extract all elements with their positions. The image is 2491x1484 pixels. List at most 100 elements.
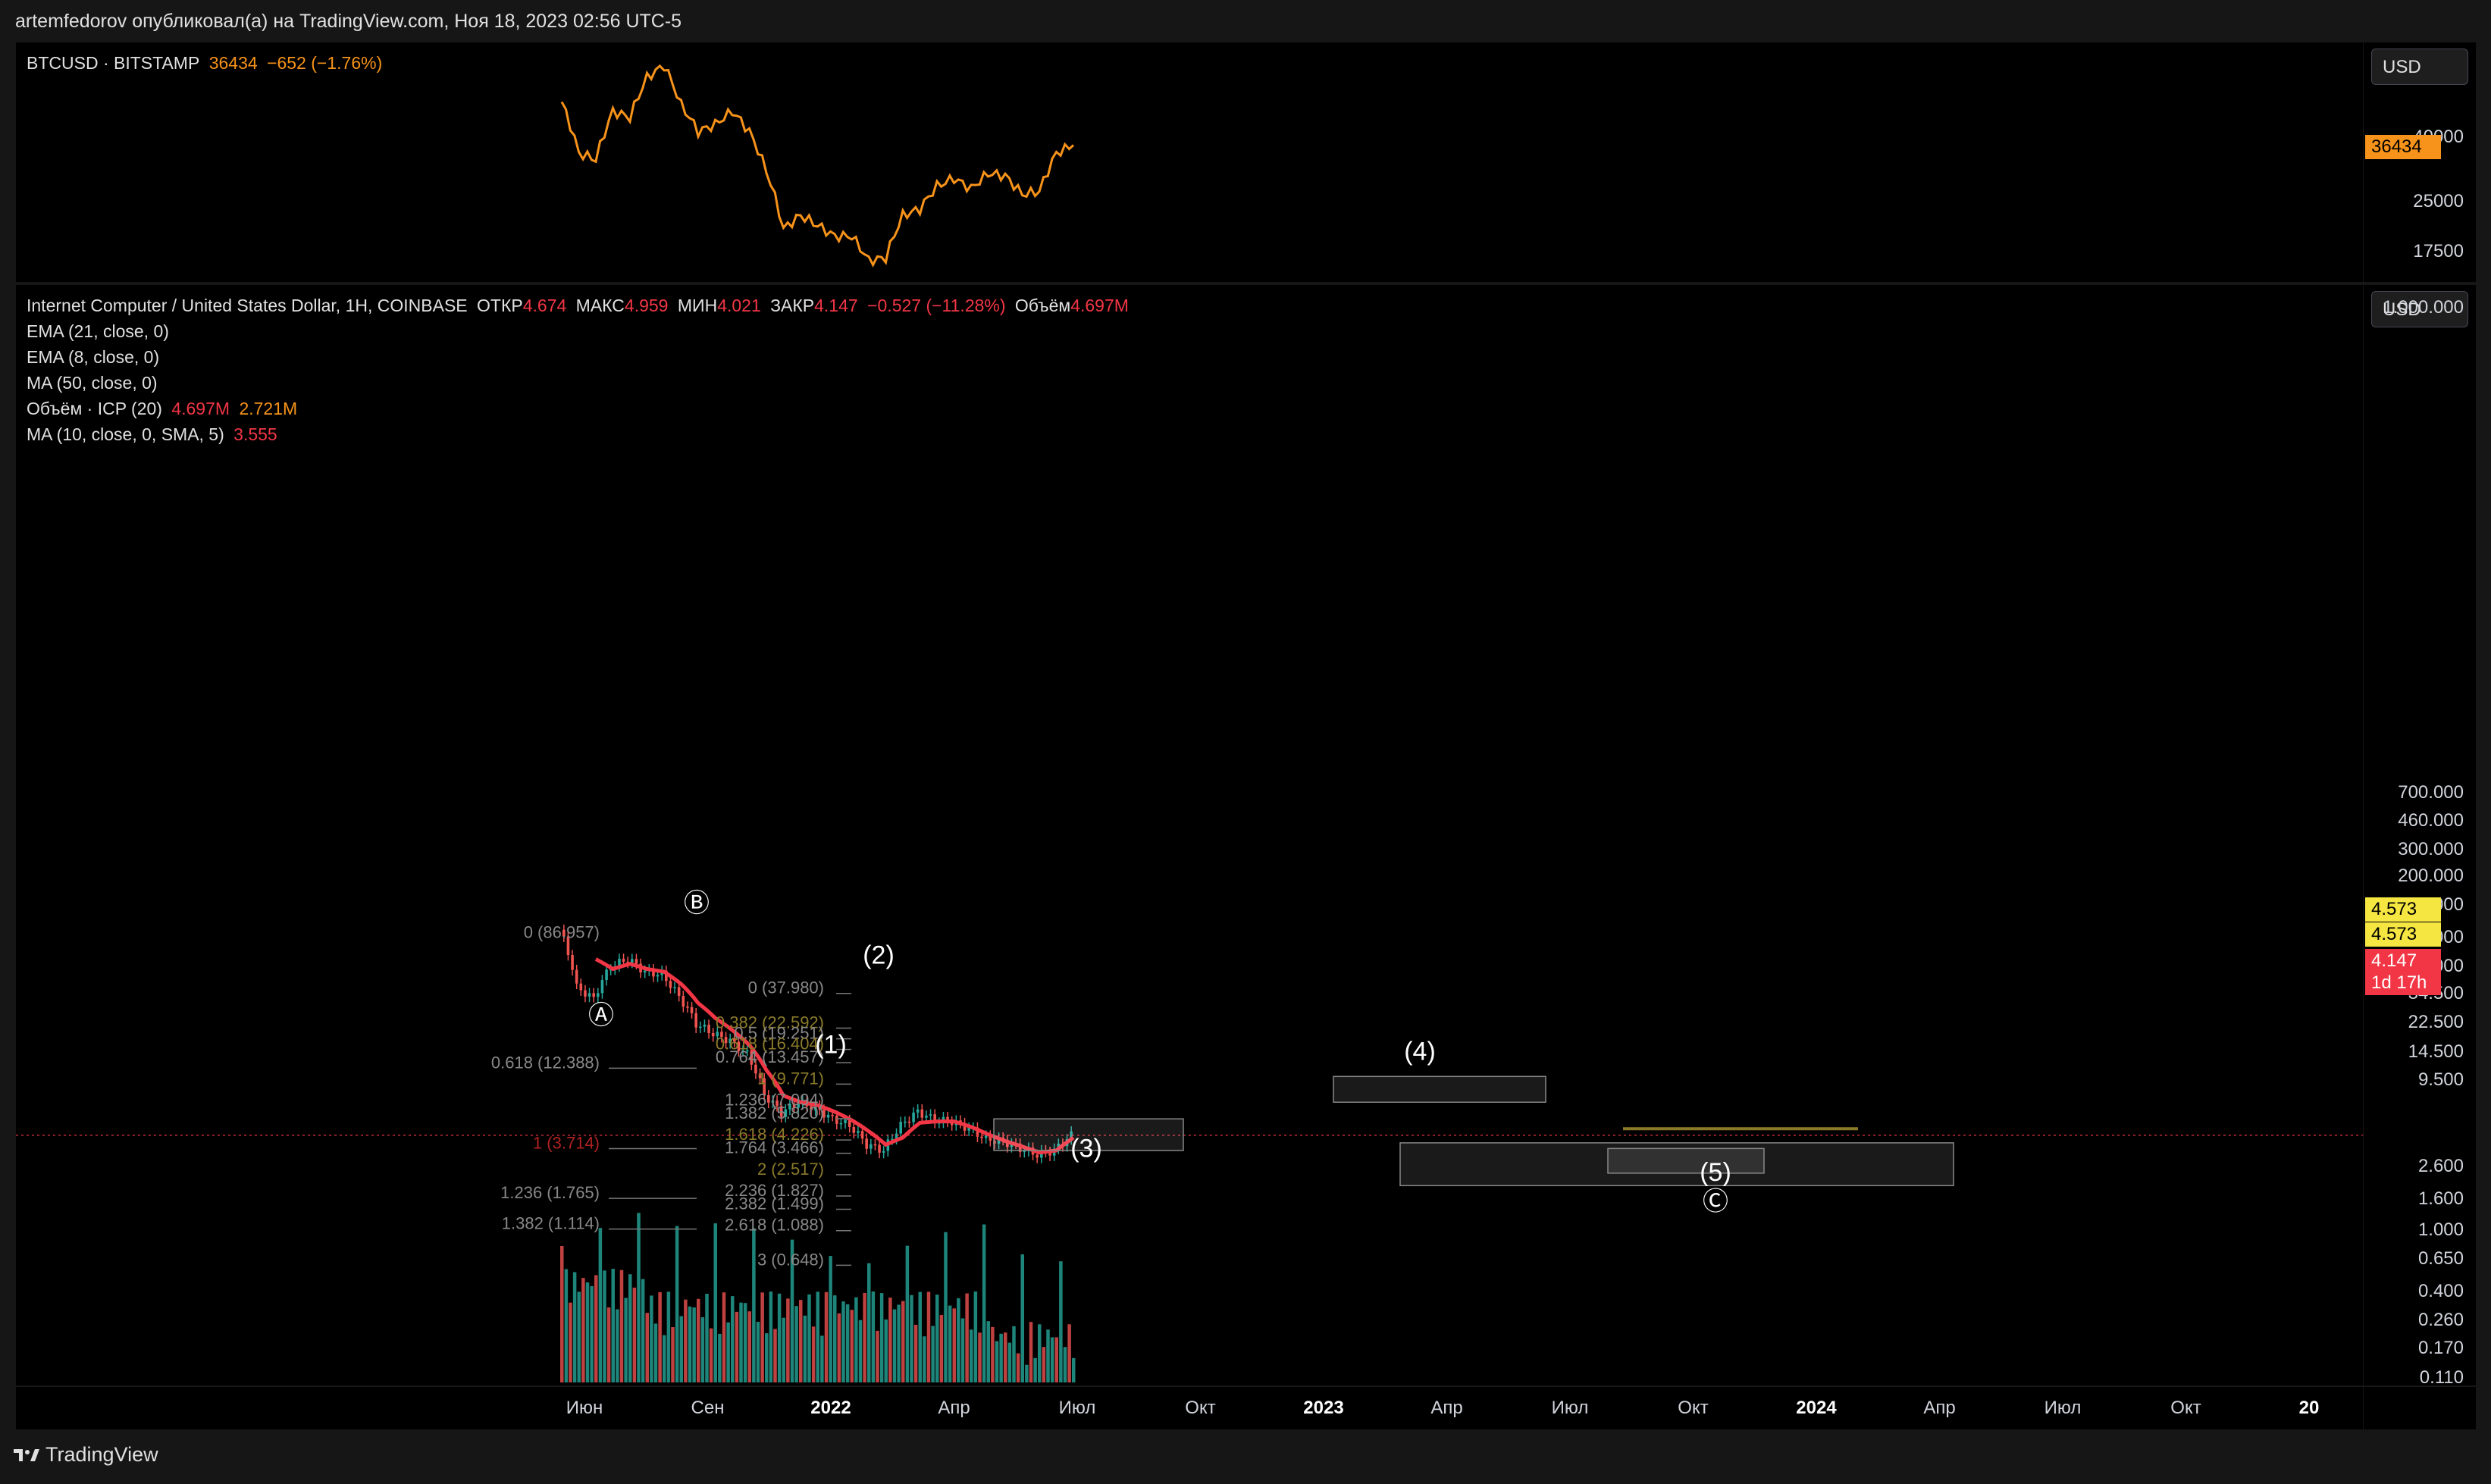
volume-bar — [688, 1306, 692, 1382]
wave-label: (5) — [1700, 1158, 1731, 1187]
volume-bar — [675, 1226, 679, 1382]
volume-bar — [645, 1313, 649, 1382]
candle-body — [784, 1109, 788, 1117]
volume-bar — [560, 1246, 564, 1382]
candle-body — [665, 970, 668, 982]
footer[interactable]: TradingView — [14, 1443, 158, 1467]
volume-bar — [590, 1285, 594, 1382]
icp-tick: 1.000.000 — [2383, 297, 2464, 318]
indicator-ma50[interactable]: MA (50, close, 0) — [27, 373, 162, 393]
candle-body — [605, 969, 608, 981]
indicator-ema21[interactable]: EMA (21, close, 0) — [27, 321, 174, 342]
volume-bar — [829, 1256, 832, 1382]
candle-body — [831, 1114, 834, 1116]
candle-body — [963, 1122, 967, 1131]
volume-bar — [718, 1333, 722, 1382]
candle-body — [724, 1037, 728, 1044]
volume-bar — [598, 1228, 603, 1382]
candle-body — [707, 1025, 710, 1034]
volume-bar — [773, 1329, 777, 1382]
low-label: МИН — [677, 296, 718, 315]
volume-bar — [616, 1309, 619, 1382]
btc-currency-button[interactable]: USD — [2371, 49, 2468, 85]
icp-price-scale[interactable]: USD 1.000.000 700.000 460.000 300.000 200.00… — [2364, 285, 2476, 1388]
volume-bar — [679, 1316, 683, 1382]
candle-body — [703, 1025, 707, 1027]
volume-bar — [671, 1327, 675, 1382]
countdown-tag: 1d 17h — [2365, 971, 2441, 995]
volume-bar — [876, 1330, 879, 1382]
candle-body — [904, 1121, 907, 1123]
icp-tick: 0.400 — [2417, 1280, 2464, 1301]
candle-body — [878, 1144, 881, 1153]
volume-bar — [594, 1275, 598, 1382]
indicator-ma10[interactable]: MA (10, close, 0, SMA, 5) 3.555 — [27, 424, 282, 445]
volume-bar — [931, 1326, 935, 1382]
volume-bar — [1067, 1324, 1071, 1382]
volume-bar — [837, 1313, 841, 1382]
btc-chart-pane[interactable]: BTCUSD · BITSTAMP 36434 −652 (−1.76%) — [16, 42, 2363, 282]
icp-currency-button[interactable]: USD — [2371, 291, 2468, 327]
candle-body — [810, 1106, 813, 1110]
indicator-ema8[interactable]: EMA (8, close, 0) — [27, 347, 164, 368]
fib-label: 0 (86.957) — [524, 923, 600, 942]
candle-body — [870, 1144, 873, 1149]
candle-body — [758, 1073, 762, 1079]
volume-bar — [939, 1315, 944, 1382]
candle-body — [826, 1114, 830, 1118]
volume-bar — [948, 1305, 952, 1382]
volume-bar — [952, 1308, 956, 1382]
candle-body — [852, 1127, 856, 1133]
icp-chart-pane[interactable]: 0 (86.957) 0.618 (12.388) 1 (3.714) 1.236 (… — [16, 285, 2363, 1385]
candle-body — [733, 1038, 736, 1042]
volume-bar — [923, 1336, 926, 1382]
volume-bar — [824, 1291, 829, 1382]
candle-body — [925, 1115, 928, 1118]
candle-body — [1023, 1151, 1026, 1153]
btc-last-price-tag: 36434 — [2365, 135, 2441, 159]
candle-body — [656, 975, 660, 977]
indicator-value: 4.697M — [171, 399, 230, 418]
volume-bar — [986, 1321, 990, 1382]
time-axis[interactable]: Июн Сен 2022 Апр Июл Окт 2023 Апр Июл Окт 2024 Апр И… — [16, 1387, 2363, 1429]
vol-value: 4.697M — [1070, 296, 1129, 315]
fib-label: 2.618 (1.088) — [725, 1216, 824, 1235]
candle-body — [920, 1109, 924, 1118]
indicator-value: 3.555 — [233, 424, 277, 444]
volume-bar — [858, 1320, 863, 1382]
candle-body — [600, 980, 604, 994]
candle-body — [750, 1050, 754, 1065]
icp-tick: 22.500 — [2408, 1011, 2464, 1032]
icp-tick: 1.600 — [2417, 1188, 2464, 1209]
candle-body — [857, 1131, 860, 1133]
btc-tick: 25000 — [2413, 191, 2464, 211]
btc-line-chart — [560, 64, 1075, 268]
volume-bar — [752, 1228, 756, 1382]
volume-bar — [892, 1309, 897, 1382]
candle-body — [609, 969, 613, 971]
fib-label: 0.618 (16.404) — [716, 1035, 824, 1054]
icp-change: −0.527 (−11.28%) — [867, 296, 1006, 315]
volume-bar — [650, 1295, 653, 1382]
candle-body — [891, 1138, 894, 1141]
indicator-volume[interactable]: Объём · ICP (20) 4.697M 2.721M — [27, 399, 302, 419]
wave-label: Ⓑ — [684, 889, 710, 918]
volume-bar — [666, 1291, 671, 1382]
btc-price-scale[interactable]: USD 40000 25000 17500 36434 — [2364, 42, 2476, 282]
time-tick: Сен — [691, 1398, 725, 1418]
volume-bar — [569, 1302, 572, 1382]
volume-bar — [888, 1298, 892, 1382]
volume-bar — [641, 1279, 645, 1382]
wave-5-zone — [1607, 1147, 1765, 1174]
candle-body — [754, 1064, 757, 1074]
time-tick: 2022 — [810, 1398, 851, 1418]
indicator-name: EMA (21, close, 0) — [27, 321, 169, 341]
icp-title: Internet Computer / United States Dollar… — [27, 296, 468, 315]
wave-label: (2) — [863, 941, 895, 970]
fib-label: 1.764 (3.466) — [725, 1138, 824, 1157]
time-tick: Апр — [938, 1398, 970, 1418]
price-tag: 4.573 — [2365, 897, 2441, 922]
icp-tick: 0.110 — [2419, 1367, 2464, 1388]
volume-bar — [965, 1293, 969, 1382]
wave-label: (4) — [1404, 1038, 1436, 1066]
